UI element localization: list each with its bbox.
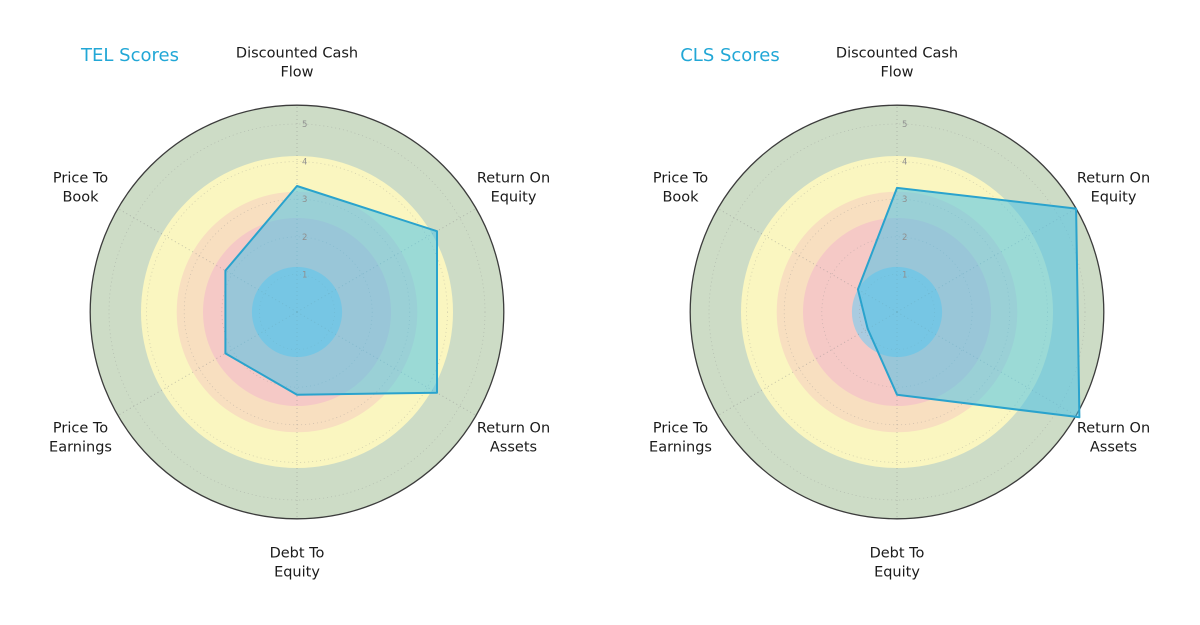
radar-polygon xyxy=(856,186,1081,419)
outer-circle xyxy=(89,104,505,520)
grid-circle xyxy=(146,161,448,463)
radial-tick-label: 3 xyxy=(902,195,907,205)
radar-chart-svg: 1 2 3 4 5 Discounted Cash Flow Return On Equity R… xyxy=(49,45,550,581)
grid-circle xyxy=(108,123,486,501)
axis-spoke xyxy=(296,208,477,313)
axis-spoke xyxy=(117,311,298,416)
axis-label: Return On Equity xyxy=(1077,171,1150,206)
radial-tick-label: 1 xyxy=(902,270,907,280)
radial-tick-label: 4 xyxy=(302,158,307,168)
axis-spoke xyxy=(117,208,298,313)
grid-circle xyxy=(708,123,1086,501)
radial-tick-label: 2 xyxy=(302,233,307,243)
axis-label: Discounted Cash Flow xyxy=(236,46,358,81)
cls-scores-chart: 1 2 3 4 5 Discounted Cash Flow Return On Equity R… xyxy=(600,0,1200,625)
axis-label: Price To Book xyxy=(53,171,108,206)
axis-label: Price To Earnings xyxy=(649,421,712,456)
axis-label: Return On Assets xyxy=(1077,421,1150,456)
chart-title: CLS Scores xyxy=(680,45,780,66)
radial-tick-label: 5 xyxy=(902,120,907,130)
radial-tick-label: 5 xyxy=(302,120,307,130)
radar-polygon xyxy=(224,185,438,396)
radial-tick-label: 1 xyxy=(302,270,307,280)
axis-label: Debt To Equity xyxy=(270,546,325,581)
axis-label: Price To Earnings xyxy=(49,421,112,456)
outer-circle xyxy=(689,104,1105,520)
tel-scores-chart: 1 2 3 4 5 Discounted Cash Flow Return On Equity R… xyxy=(49,45,550,581)
axis-label: Discounted Cash Flow xyxy=(836,46,958,81)
axis-spoke xyxy=(296,311,477,416)
axis-spoke xyxy=(717,311,898,416)
radar-chart-svg: 1 2 3 4 5 Discounted Cash Flow Return On Equity R… xyxy=(649,45,1150,581)
axis-label: Return On Assets xyxy=(477,421,550,456)
radial-tick-label: 3 xyxy=(302,195,307,205)
chart-title: TEL Scores xyxy=(80,45,179,66)
radial-tick-label: 2 xyxy=(902,233,907,243)
axis-label: Debt To Equity xyxy=(870,546,925,581)
axis-label: Return On Equity xyxy=(477,171,550,206)
radial-tick-label: 4 xyxy=(902,158,907,168)
axis-label: Price To Book xyxy=(653,171,708,206)
axis-spoke xyxy=(717,208,898,313)
